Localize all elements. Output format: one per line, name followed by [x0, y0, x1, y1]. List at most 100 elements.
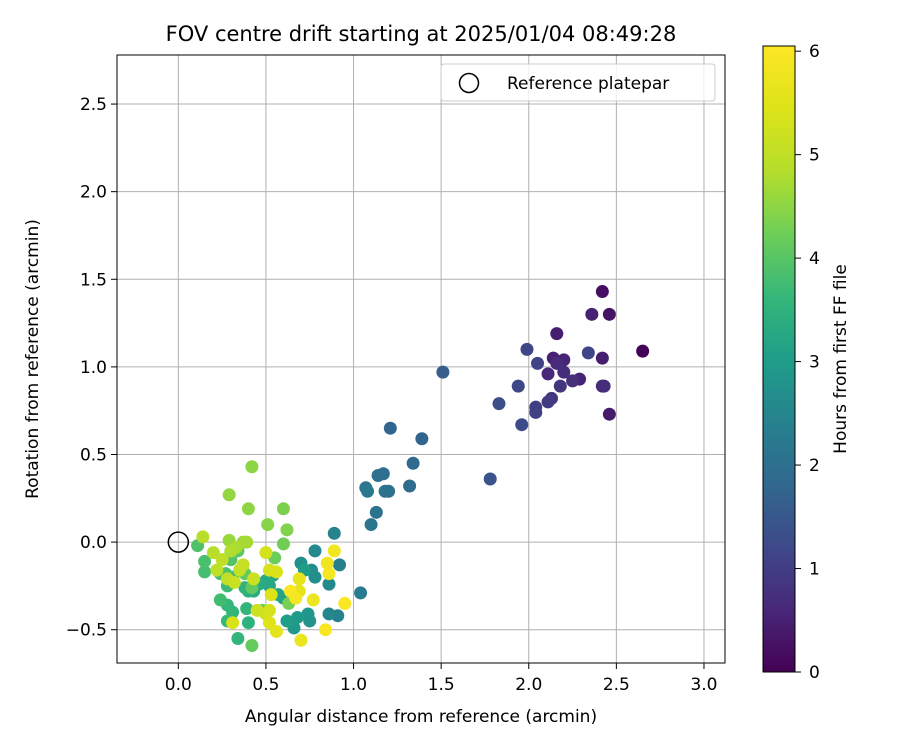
data-point [196, 530, 210, 544]
x-tick-label: 2.5 [603, 675, 630, 695]
data-point [550, 327, 564, 341]
data-point [308, 570, 322, 584]
y-axis-label: Rotation from reference (arcmin) [23, 219, 43, 499]
y-tick-label: −0.5 [66, 621, 107, 641]
data-point [240, 602, 254, 616]
data-point [415, 432, 429, 446]
colorbar-tick-label: 5 [809, 146, 820, 166]
data-point [240, 535, 254, 549]
colorbar-tick-label: 4 [809, 249, 820, 269]
data-point [436, 365, 450, 379]
x-tick-label: 1.0 [340, 675, 367, 695]
data-point [354, 586, 368, 600]
chart-title: FOV centre drift starting at 2025/01/04 … [166, 22, 677, 46]
data-point [515, 418, 529, 432]
data-point [247, 572, 261, 586]
colorbar-tick-label: 3 [809, 353, 820, 373]
y-tick-label: 1.0 [80, 358, 107, 378]
data-point [371, 469, 385, 483]
legend-box [440, 63, 716, 102]
colorbar-tick-label: 2 [809, 456, 820, 476]
plot-frame [116, 54, 726, 664]
data-point [210, 563, 224, 577]
data-point [403, 479, 417, 493]
legend-reference-marker [458, 72, 480, 94]
data-point [585, 307, 599, 321]
data-point [276, 537, 290, 551]
data-point [338, 596, 352, 610]
data-point [327, 544, 341, 558]
data-point [319, 623, 333, 637]
data-point [483, 472, 497, 486]
x-axis-ticks: 0.0 0.5 1.0 1.5 2.0 2.5 3.0 [165, 663, 717, 695]
data-point [259, 546, 273, 560]
data-point [227, 575, 241, 589]
data-point [198, 554, 212, 568]
x-tick-label: 0.0 [165, 675, 192, 695]
y-tick-label: 2.5 [80, 95, 107, 115]
reference-platepar-marker [167, 531, 190, 553]
data-point [595, 351, 609, 365]
data-point [245, 638, 259, 652]
legend: Reference platepar [440, 63, 716, 102]
x-tick-label: 1.5 [428, 675, 455, 695]
legend-entry-reference: Reference platepar [507, 74, 669, 94]
data-point [333, 558, 347, 572]
x-axis-label: Angular distance from reference (arcmin) [245, 707, 597, 727]
data-point [262, 616, 276, 630]
data-point [541, 367, 555, 381]
data-point [280, 523, 294, 537]
data-point [557, 365, 571, 379]
colorbar-label: Hours from first FF file [831, 264, 851, 454]
data-point [206, 546, 220, 560]
data-point [636, 344, 650, 358]
data-point [597, 379, 611, 393]
data-point [261, 518, 275, 532]
y-axis-ticks: −0.5 0.0 0.5 1.0 1.5 2.0 2.5 [66, 95, 117, 641]
reference-platepar-point [167, 531, 190, 553]
colorbar-tick-label: 1 [809, 560, 820, 580]
data-point [276, 502, 290, 516]
y-tick-label: 0.5 [80, 445, 107, 465]
data-point [280, 614, 294, 628]
x-tick-label: 2.0 [515, 675, 542, 695]
data-point [541, 395, 555, 409]
data-point [327, 526, 341, 540]
y-tick-label: 0.0 [80, 533, 107, 553]
data-point [602, 407, 616, 421]
data-point [378, 484, 392, 498]
data-point [301, 607, 315, 621]
data-point [241, 502, 255, 516]
data-point [290, 610, 304, 624]
x-tick-label: 0.5 [252, 675, 279, 695]
data-point [369, 505, 383, 519]
data-point [231, 631, 245, 645]
data-point [529, 405, 543, 419]
data-point [364, 518, 378, 532]
data-point [566, 374, 580, 388]
colorbar [762, 45, 796, 673]
data-point [602, 307, 616, 321]
data-point [322, 607, 336, 621]
data-point [520, 342, 534, 356]
data-point [531, 356, 545, 370]
data-point [292, 572, 306, 586]
data-point [361, 484, 375, 498]
data-point [294, 633, 308, 647]
data-point [213, 593, 227, 607]
data-point [406, 456, 420, 470]
data-point [322, 567, 336, 581]
data-point [383, 421, 397, 435]
data-points [191, 285, 650, 652]
colorbar-tick-label: 0 [809, 663, 820, 683]
data-point [222, 488, 236, 502]
data-point [269, 565, 283, 579]
data-point [581, 346, 595, 360]
data-point [322, 577, 336, 591]
y-tick-label: 2.0 [80, 183, 107, 203]
data-point [308, 544, 322, 558]
data-point [511, 379, 525, 393]
data-point [553, 379, 567, 393]
data-point [262, 603, 276, 617]
